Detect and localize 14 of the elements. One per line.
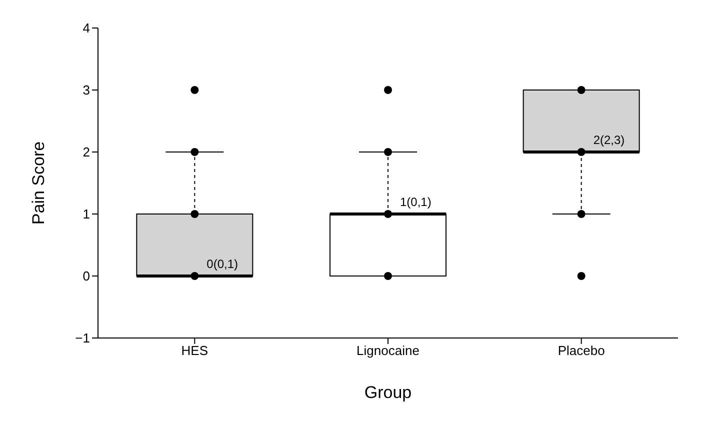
x-tick-label: Lignocaine — [356, 343, 420, 358]
y-axis-title: Pain Score — [29, 141, 48, 225]
y-tick-label: −1 — [75, 330, 90, 346]
x-tick-label: HES — [181, 343, 208, 358]
x-axis-title: Group — [364, 383, 412, 402]
annotation: 1(0,1) — [400, 195, 432, 209]
y-tick-label: 2 — [82, 144, 90, 160]
x-tick-label: Placebo — [558, 343, 605, 358]
y-tick-label: 0 — [82, 268, 90, 284]
annotation: 2(2,3) — [593, 133, 625, 147]
y-tick-label: 3 — [82, 82, 90, 98]
y-tick-label: 4 — [82, 20, 90, 36]
y-tick-label: 1 — [82, 206, 90, 222]
annotation: 0(0,1) — [206, 257, 238, 271]
